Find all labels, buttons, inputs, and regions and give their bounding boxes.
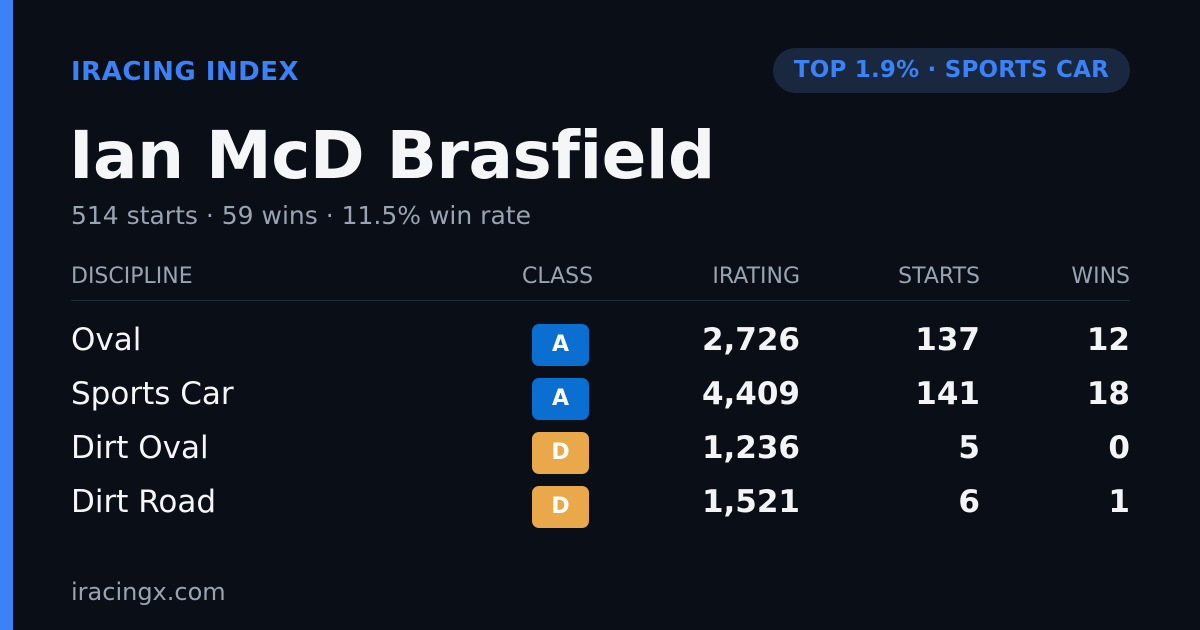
- wins-value: 0: [1108, 430, 1130, 466]
- irating-value: 2,726: [701, 322, 800, 358]
- wins-value: 1: [1108, 484, 1130, 520]
- irating-value: 4,409: [701, 376, 800, 412]
- header-irating: IRATING: [712, 264, 800, 289]
- header-wins: WINS: [1071, 264, 1130, 289]
- starts-value: 6: [958, 484, 980, 520]
- rank-badge: TOP 1.9% · SPORTS CAR: [772, 48, 1130, 93]
- table-row: Oval A 2,726 137 12: [71, 313, 1130, 367]
- discipline-name: Dirt Road: [71, 484, 217, 520]
- brand-label: IRACING INDEX: [71, 57, 300, 87]
- class-badge: A: [532, 378, 589, 420]
- class-badge: D: [532, 486, 589, 528]
- site-link[interactable]: iracingx.com: [71, 578, 226, 606]
- table-body: Oval A 2,726 137 12 Sports Car A 4,409 1…: [71, 301, 1130, 529]
- irating-value: 1,521: [701, 484, 800, 520]
- header-starts: STARTS: [898, 264, 980, 289]
- table-row: Dirt Road D 1,521 6 1: [71, 475, 1130, 529]
- class-badge: D: [532, 432, 589, 474]
- wins-value: 12: [1086, 322, 1130, 358]
- discipline-table: DISCIPLINE CLASS IRATING STARTS WINS Ova…: [71, 260, 1130, 529]
- discipline-name: Dirt Oval: [71, 430, 209, 466]
- table-row: Sports Car A 4,409 141 18: [71, 367, 1130, 421]
- discipline-name: Sports Car: [71, 376, 234, 412]
- table-row: Dirt Oval D 1,236 5 0: [71, 421, 1130, 475]
- starts-value: 137: [915, 322, 980, 358]
- driver-name: Ian McD Brasfield: [69, 117, 715, 194]
- class-badge: A: [532, 324, 589, 366]
- header-discipline: DISCIPLINE: [71, 264, 193, 289]
- accent-bar: [0, 0, 13, 630]
- discipline-name: Oval: [71, 322, 142, 358]
- driver-summary: 514 starts · 59 wins · 11.5% win rate: [71, 201, 531, 230]
- wins-value: 18: [1086, 376, 1130, 412]
- table-header: DISCIPLINE CLASS IRATING STARTS WINS: [71, 260, 1130, 301]
- starts-value: 141: [915, 376, 980, 412]
- starts-value: 5: [958, 430, 980, 466]
- irating-value: 1,236: [701, 430, 800, 466]
- header-class: CLASS: [522, 264, 594, 289]
